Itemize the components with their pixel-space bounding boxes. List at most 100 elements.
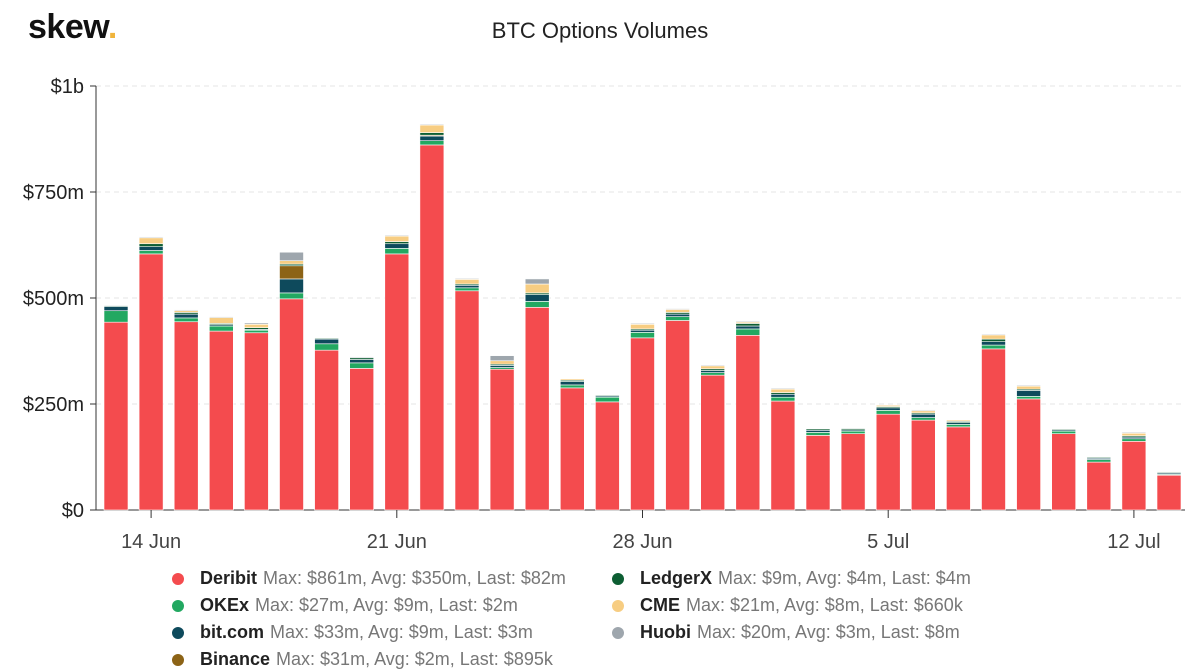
bar-bit-com xyxy=(701,371,725,373)
bar-cme xyxy=(701,366,725,369)
bar-ledgerx xyxy=(420,133,444,136)
bar-huobi xyxy=(771,388,795,389)
bar-huobi xyxy=(1122,432,1146,433)
legend-series-stats: Max: $20m, Avg: $3m, Last: $8m xyxy=(697,622,960,643)
bar-bit-com xyxy=(420,136,444,141)
legend-item-ledgerx[interactable]: LedgerX Max: $9m, Avg: $4m, Last: $4m xyxy=(612,566,1032,591)
legend-marker-icon xyxy=(172,627,184,639)
bar-cme xyxy=(244,324,268,327)
x-tick-label: 5 Jul xyxy=(867,531,909,553)
bar-ledgerx xyxy=(841,429,865,430)
bar-deribit xyxy=(982,349,1006,510)
bar-cme xyxy=(560,379,584,380)
bar-bit-com xyxy=(525,295,549,302)
bar-deribit xyxy=(876,414,900,510)
bar-ledgerx xyxy=(736,323,760,326)
bar-cme xyxy=(490,361,514,364)
bar-deribit xyxy=(104,322,128,510)
bar-cme xyxy=(946,420,970,421)
bar-bit-com xyxy=(455,285,479,288)
bar-bit-com xyxy=(104,306,128,310)
bar-okex xyxy=(209,326,233,331)
bar-huobi xyxy=(174,310,198,311)
bar-bit-com xyxy=(174,314,198,318)
bar-okex xyxy=(806,432,830,435)
bar-deribit xyxy=(736,335,760,510)
bar-huobi xyxy=(139,237,163,238)
bar-bit-com xyxy=(911,414,935,417)
bar-okex xyxy=(1122,439,1146,442)
bar-ledgerx xyxy=(315,338,339,339)
y-tick-label: $250m xyxy=(23,394,84,416)
bar-deribit xyxy=(174,322,198,510)
bar-okex xyxy=(385,248,409,254)
bar-okex xyxy=(1017,396,1041,399)
bar-bit-com xyxy=(560,382,584,385)
x-tick-label: 12 Jul xyxy=(1107,531,1160,553)
bar-cme xyxy=(1017,386,1041,389)
y-tick-label: $500m xyxy=(23,288,84,310)
legend-series-stats: Max: $27m, Avg: $9m, Last: $2m xyxy=(255,595,518,616)
bar-okex xyxy=(104,311,128,322)
bar-okex xyxy=(560,385,584,388)
bar-huobi xyxy=(701,365,725,366)
bar-deribit xyxy=(771,401,795,510)
bar-deribit xyxy=(911,420,935,510)
bar-okex xyxy=(876,410,900,414)
legend-series-name: OKEx xyxy=(200,595,249,616)
bar-okex xyxy=(946,424,970,427)
bar-huobi xyxy=(525,279,549,284)
bar-okex xyxy=(420,141,444,145)
bar-okex xyxy=(244,330,268,333)
bar-deribit xyxy=(420,145,444,510)
legend-series-name: LedgerX xyxy=(640,568,712,589)
legend-item-okex[interactable]: OKEx Max: $27m, Avg: $9m, Last: $2m xyxy=(172,593,612,618)
legend-series-name: CME xyxy=(640,595,680,616)
bar-cme xyxy=(631,324,655,329)
legend-item-huobi[interactable]: Huobi Max: $20m, Avg: $3m, Last: $8m xyxy=(612,620,1032,645)
bar-deribit xyxy=(525,307,549,510)
bar-deribit xyxy=(595,402,619,510)
bar-deribit xyxy=(139,254,163,510)
bar-okex xyxy=(982,345,1006,349)
bar-huobi xyxy=(350,357,374,358)
legend-series-name: Deribit xyxy=(200,568,257,589)
bar-deribit xyxy=(560,388,584,510)
bar-bit-com xyxy=(385,244,409,249)
bar-bit-com xyxy=(139,247,163,251)
bar-okex xyxy=(1087,460,1111,463)
x-tick-label: 14 Jun xyxy=(121,531,181,553)
bar-okex xyxy=(736,329,760,335)
bar-okex xyxy=(1052,431,1076,434)
bar-cme xyxy=(525,284,549,293)
bar-okex xyxy=(139,251,163,254)
legend-series-stats: Max: $21m, Avg: $8m, Last: $660k xyxy=(686,595,963,616)
y-tick-label: $1b xyxy=(51,76,84,98)
bar-bit-com xyxy=(350,359,374,362)
bar-okex xyxy=(350,363,374,369)
legend-item-cme[interactable]: CME Max: $21m, Avg: $8m, Last: $660k xyxy=(612,593,1032,618)
bar-okex xyxy=(771,397,795,401)
bar-bit-com xyxy=(280,279,304,293)
bar-deribit xyxy=(666,320,690,510)
legend-marker-icon xyxy=(612,600,624,612)
legend-marker-icon xyxy=(172,573,184,585)
bar-okex xyxy=(701,373,725,376)
legend-series-name: Huobi xyxy=(640,622,691,643)
bar-huobi xyxy=(455,278,479,279)
bar-bit-com xyxy=(1017,390,1041,396)
bar-okex xyxy=(525,301,549,307)
bar-deribit xyxy=(1052,434,1076,510)
legend-marker-icon xyxy=(172,600,184,612)
legend-series-stats: Max: $33m, Avg: $9m, Last: $3m xyxy=(270,622,533,643)
bar-bit-com xyxy=(666,314,690,317)
bar-deribit xyxy=(1122,441,1146,510)
legend-series-stats: Max: $9m, Avg: $4m, Last: $4m xyxy=(718,568,971,589)
bar-huobi xyxy=(982,334,1006,335)
bar-bit-com xyxy=(736,326,760,329)
bar-ledgerx xyxy=(385,242,409,244)
bar-cme xyxy=(455,279,479,284)
